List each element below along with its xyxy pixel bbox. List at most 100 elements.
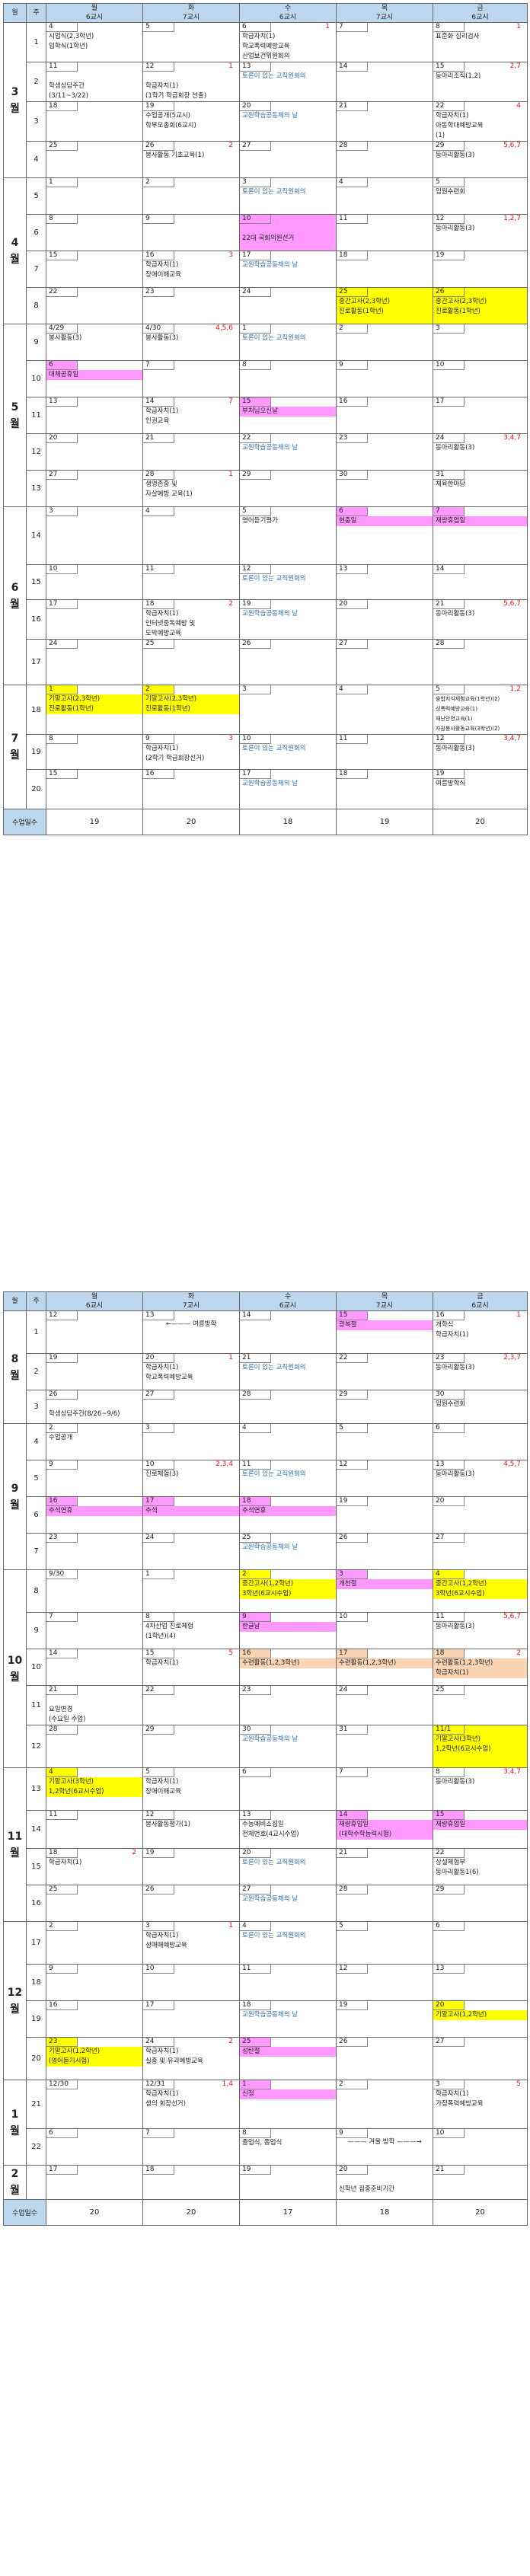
- date-number: 17: [337, 1649, 368, 1658]
- cell-content: 20 교원학습공동체의 날: [240, 102, 336, 122]
- cell-content: 16 추석연휴: [46, 1497, 142, 1516]
- event-list: 교원학습공동체의 날: [241, 1543, 336, 1553]
- date-number: 20: [240, 102, 271, 111]
- date-number: 14: [433, 565, 465, 574]
- date-number: 3: [143, 1922, 174, 1931]
- event-text: 기말고사(1,2학년): [436, 2011, 487, 2019]
- calendar-cell: 11: [336, 734, 433, 770]
- event-list: 학급자치(1) 학교폭력예방교육 산업보건위원회의: [241, 32, 336, 62]
- date-number: 5: [143, 1768, 174, 1777]
- event-text: (대학수학능력시험): [339, 1831, 392, 1838]
- event-list: 임원수련회: [434, 187, 527, 197]
- week-row: 16 17 18 2 학급자치(1) 인터넷중독예방 및 도박예방교육 19 교원학습공동체의 …: [4, 599, 528, 640]
- cell-content: 26: [337, 1534, 433, 1543]
- date-number: 3: [433, 324, 465, 334]
- cell-content: 27: [433, 2038, 527, 2047]
- date-number: 29: [337, 1390, 368, 1400]
- cell-content: 19: [240, 2166, 336, 2175]
- date-number: 3: [337, 1570, 368, 1579]
- calendar-cell: 31 체육한마당: [433, 470, 528, 507]
- calendar-cell: 25: [142, 639, 240, 685]
- cell-content: 9/30: [46, 1570, 142, 1579]
- month-label-part: 7: [11, 733, 19, 745]
- calendar-cell: 8 3,4,7 동아리활동(3): [433, 1767, 528, 1811]
- month-label-part: 월: [10, 253, 20, 266]
- month-label-part: 1: [11, 2108, 19, 2121]
- date-number: 21: [433, 2166, 465, 2175]
- cell-content: 2 중간고사(1,2학년) 3학년(6교시수업): [240, 1570, 336, 1599]
- event-list: 중간고사(1,2학년) 3학년(6교시수업): [240, 1579, 336, 1599]
- event-list: 재량휴업일: [433, 516, 527, 526]
- calendar-cell: 16 수련활동(1,2,3학년): [239, 1649, 337, 1686]
- week-row: 6 16 추석연휴 17 추석 18 추석연휴 19 20: [4, 1496, 528, 1534]
- calendar-cell: 9 3 학급자치(1) (2학기 학급회장선거): [142, 734, 240, 770]
- cell-content: 21: [337, 102, 433, 111]
- calendar-cell: 4/30 4,5,6 봉사활동(3): [142, 324, 240, 361]
- cell-content: 3 1 학급자치(1) 성매매예방교육: [143, 1922, 239, 1952]
- cell-content: 26 학생상담주간(8/26~9/6): [46, 1390, 142, 1420]
- calendar-cell: 26: [336, 2037, 433, 2080]
- date-number: 14: [337, 62, 368, 72]
- cell-content: 13: [433, 1965, 527, 1974]
- date-number: 17: [143, 1497, 174, 1506]
- cell-content: 22 4 학급자치(1) 아동학대예방교육 (1): [433, 102, 527, 141]
- cell-content: 6: [433, 1922, 527, 1931]
- event-text: 학급자치(1): [145, 82, 179, 90]
- cell-content: 4 중간고사(1,2학년) 3학년(6교시수업): [433, 1570, 527, 1599]
- date-number: 24: [143, 1534, 174, 1543]
- event-list: 동아리활동(3): [434, 744, 527, 754]
- week-number: 16: [26, 599, 46, 640]
- calendar-cell: 19: [46, 1353, 143, 1390]
- event-list: 수련활동(1,2,3학년): [337, 1658, 433, 1668]
- month-label-part: 3: [11, 85, 19, 98]
- calendar-cell: 16: [142, 769, 240, 809]
- event-text: 동아리활동1(6): [436, 1869, 479, 1876]
- cell-content: 4 기말고사(3학년) 1,2학년(6교시수업): [46, 1768, 142, 1797]
- date-number: 30: [433, 1390, 465, 1400]
- total-value: 20: [142, 809, 240, 835]
- calendar-cell: 20: [46, 433, 143, 471]
- week-number: 13: [26, 1767, 46, 1811]
- date-number: 11: [143, 565, 174, 574]
- calendar-cell: 5 영어듣기평가: [239, 506, 337, 565]
- day-periods: 6교시: [471, 14, 489, 21]
- calendar-cell: 11: [239, 1964, 337, 2001]
- cell-content: 4: [143, 507, 239, 516]
- event-text: 22대 국회의원선거: [242, 235, 295, 242]
- week-number: 5: [26, 1460, 46, 1497]
- event-text: [47, 1400, 142, 1409]
- date-number: 14: [240, 1311, 271, 1320]
- cell-content: 28 1 생명존중 및 자살예방 교육(1): [143, 471, 239, 500]
- month-label-part: 9: [11, 1482, 19, 1495]
- week-number: 9: [26, 1612, 46, 1649]
- date-number: 12: [433, 215, 465, 224]
- period-marker: 1: [516, 23, 521, 31]
- event-list: 재량휴업일 (대학수학능력시험): [337, 1820, 433, 1840]
- event-text: 진로활동(1학년): [436, 308, 481, 315]
- calendar-cell: 5: [336, 1921, 433, 1965]
- day-header: 목 7교시: [336, 1291, 433, 1311]
- day-periods: 6교시: [85, 14, 104, 21]
- calendar-cell: 25: [46, 1885, 143, 1922]
- event-text: 신학년 집중준비기간: [339, 2185, 395, 2193]
- event-text: 추석연휴: [242, 1507, 267, 1515]
- cell-content: 30 교원학습공동체의 날: [240, 1725, 336, 1745]
- date-number: 19: [433, 251, 465, 260]
- event-text: 기말고사(3학년): [49, 1778, 94, 1786]
- cell-content: 6: [240, 1768, 336, 1777]
- calendar-cell: 16 3 학급자치(1) 장애이해교육: [142, 251, 240, 288]
- calendar-cell: 28: [46, 1725, 143, 1768]
- calendar-cell: 9: [46, 1460, 143, 1497]
- date-number: 25: [46, 142, 78, 151]
- event-list: 토론이 있는 교직원회의: [241, 1931, 336, 1941]
- event-text: 기말고사(1,2학년): [49, 2048, 101, 2055]
- event-text: 학급자치(1): [436, 1331, 469, 1339]
- cell-content: 14: [337, 62, 433, 72]
- date-number: 8: [46, 215, 78, 224]
- date-number: 24: [433, 434, 465, 443]
- event-text: 인터넷중독예방 및: [145, 620, 196, 627]
- event-list: 기말고사(1,2학년): [433, 2010, 527, 2020]
- event-text: 교원학습공동체의 날: [242, 1735, 299, 1743]
